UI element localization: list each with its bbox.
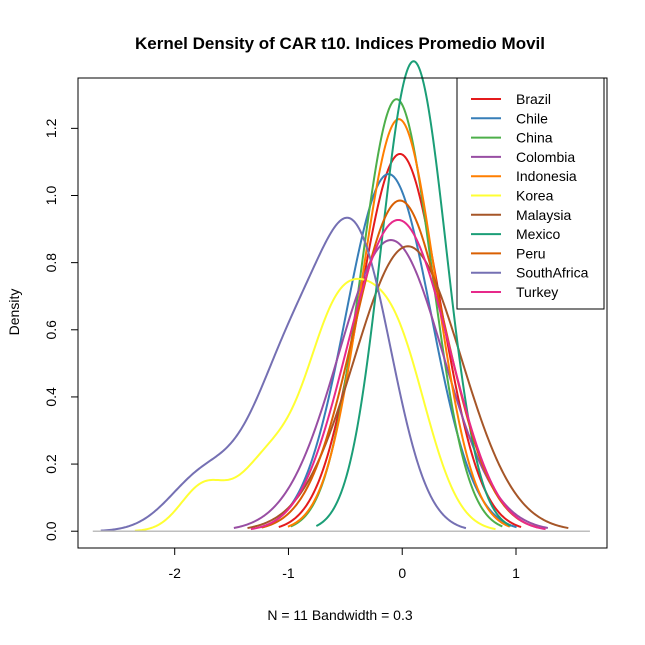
x-tick-label: -1: [282, 565, 295, 581]
y-tick-label: 0.2: [43, 454, 59, 474]
legend-label-chile: Chile: [516, 110, 548, 126]
y-tick-label: 0.0: [43, 521, 59, 541]
density-line-indonesia: [287, 118, 511, 528]
legend-box: [456, 77, 605, 310]
y-tick-label: 1.0: [43, 186, 59, 206]
legend-label-china: China: [516, 130, 553, 146]
legend-label-peru: Peru: [516, 245, 546, 261]
x-tick-label: -2: [168, 565, 181, 581]
density-line-southafrica: [100, 216, 467, 532]
legend-label-indonesia: Indonesia: [516, 168, 577, 184]
legend-label-malaysia: Malaysia: [516, 207, 571, 223]
y-tick-label: 0.4: [43, 387, 59, 407]
y-axis-label: Density: [6, 289, 22, 336]
legend-label-colombia: Colombia: [516, 149, 575, 165]
axes: -2 -1 0 1 0.0 0.2 0.4 0.6 0.8 1.0 1.2: [43, 77, 608, 581]
y-tick-label: 0.8: [43, 253, 59, 273]
density-line-chile: [260, 173, 517, 529]
x-tick-label: 1: [512, 565, 520, 581]
density-curves: [100, 60, 569, 532]
legend-label-mexico: Mexico: [516, 226, 561, 242]
y-tick-label: 0.6: [43, 320, 59, 340]
legend: Brazil Chile China Colombia Indonesia Korea Ma…: [456, 77, 605, 310]
legend-label-southafrica: SouthAfrica: [516, 265, 589, 281]
density-line-turkey: [250, 218, 546, 531]
chart-title: Kernel Density of CAR t10. Indices Prome…: [135, 34, 545, 53]
density-line-korea: [134, 277, 496, 532]
density-line-peru: [261, 199, 539, 529]
legend-label-korea: Korea: [516, 188, 554, 204]
x-tick-label: 0: [398, 565, 406, 581]
y-tick-label: 1.2: [43, 118, 59, 138]
density-line-mexico: [315, 60, 512, 527]
x-axis-label: N = 11 Bandwidth = 0.3: [267, 607, 412, 623]
legend-label-turkey: Turkey: [516, 284, 558, 300]
density-line-brazil: [278, 152, 522, 528]
legend-label-brazil: Brazil: [516, 91, 551, 107]
